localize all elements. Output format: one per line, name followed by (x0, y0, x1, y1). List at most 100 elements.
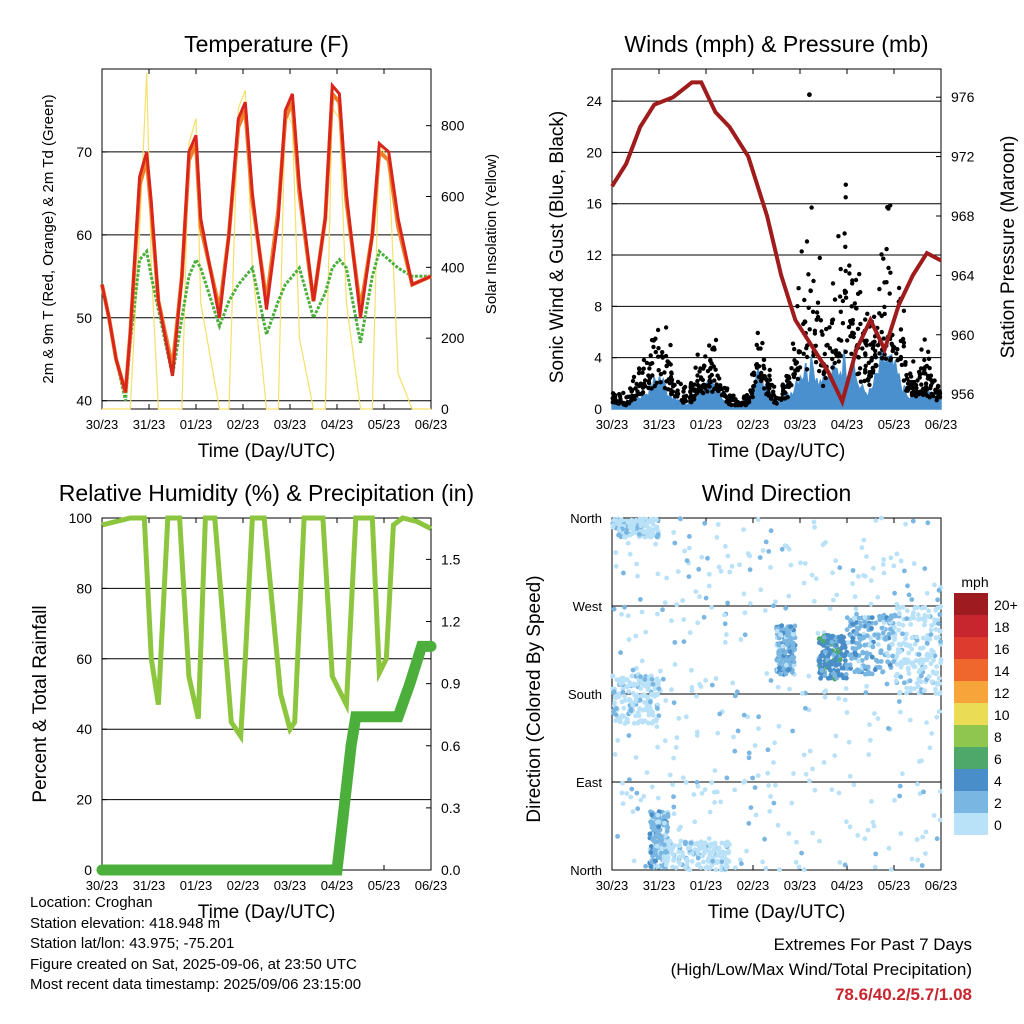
direction-point (694, 729, 700, 735)
direction-point (613, 718, 619, 724)
gust-point (849, 321, 854, 326)
direction-point (927, 745, 933, 751)
direction-x-tick-label: 06/23 (925, 878, 958, 893)
humidity-x-tick-label: 03/23 (274, 878, 307, 893)
direction-point (686, 545, 692, 551)
direction-point (847, 662, 853, 668)
direction-point (865, 827, 871, 833)
gust-point (804, 367, 810, 372)
direction-point (898, 558, 904, 564)
winds-left-y-tick-label: 16 (586, 196, 602, 212)
direction-point (881, 557, 886, 562)
direction-point (617, 718, 623, 724)
direction-point (708, 844, 713, 849)
gust-point (845, 338, 850, 343)
direction-point (853, 631, 859, 637)
temperature-2m-line (100, 81, 432, 393)
direction-point (872, 667, 878, 673)
direction-x-axis-label: Time (Day/UTC) (708, 902, 846, 923)
direction-point (650, 837, 655, 842)
gust-point (867, 370, 872, 375)
direction-point (638, 674, 643, 680)
gust-point (631, 374, 637, 380)
direction-point (684, 857, 689, 863)
direction-point (789, 640, 795, 646)
gust-point (612, 392, 617, 398)
direction-point (932, 621, 938, 626)
direction-point (630, 531, 635, 536)
direction-point (785, 638, 790, 644)
gust-point (624, 395, 629, 400)
direction-point (641, 682, 647, 688)
gust-point (891, 346, 896, 352)
direction-point (912, 686, 917, 691)
winds-x-tick-label: 06/23 (925, 417, 958, 432)
direction-point (762, 608, 768, 613)
direction-point (927, 636, 933, 642)
direction-point (771, 800, 777, 806)
direction-point (654, 819, 660, 825)
gust-point (855, 371, 860, 377)
direction-point (931, 813, 937, 818)
direction-point (717, 711, 723, 717)
humidity-x-axis-label: Time (Day/UTC) (198, 902, 336, 923)
direction-point (709, 605, 714, 610)
direction-point (931, 657, 936, 663)
direction-point (847, 824, 853, 830)
gust-point (804, 346, 809, 351)
gust-point (888, 203, 893, 208)
direction-point (758, 587, 764, 593)
direction-point (768, 528, 774, 534)
humidity-right-y-tick-label: 0.0 (441, 862, 461, 878)
direction-point (768, 678, 774, 683)
gust-point (847, 263, 852, 268)
gust-point (908, 371, 913, 376)
direction-point (844, 819, 849, 825)
gust-point (675, 394, 680, 399)
temperature-y2-axis-label: Solar Insolation (Yellow) (483, 154, 500, 314)
direction-point (936, 621, 941, 626)
direction-point (856, 641, 862, 647)
direction-point (727, 842, 732, 847)
legend-swatch (954, 813, 988, 835)
extremes-values: 78.6/40.2/5.7/1.08 (834, 985, 972, 1004)
direction-point (881, 570, 887, 576)
direction-point (905, 665, 911, 671)
direction-point (641, 794, 647, 799)
direction-point (880, 562, 886, 567)
direction-point (638, 597, 643, 602)
direction-point (665, 825, 671, 830)
direction-point (774, 657, 780, 663)
gust-point (693, 365, 698, 370)
direction-point (689, 688, 695, 694)
gust-point (780, 388, 786, 394)
gust-point (762, 386, 767, 391)
gust-point (836, 234, 841, 239)
direction-point (645, 680, 651, 686)
gust-point (843, 244, 848, 249)
direction-point (821, 760, 827, 765)
direction-point (676, 849, 682, 855)
direction-point (933, 686, 938, 692)
direction-point (732, 787, 738, 793)
direction-point (724, 861, 729, 867)
direction-point (699, 790, 705, 796)
direction-point (868, 601, 874, 607)
direction-point (612, 700, 617, 706)
gust-point (708, 357, 713, 363)
gust-point (762, 374, 767, 379)
winds-x-tick-label: 02/23 (737, 417, 770, 432)
gust-point (847, 271, 852, 276)
direction-point (842, 862, 848, 868)
gust-point (884, 280, 889, 285)
gust-point (851, 334, 856, 340)
direction-point (860, 649, 866, 655)
gust-point (646, 373, 651, 378)
gust-point (681, 386, 687, 391)
extremes-box: Extremes For Past 7 Days (High/Low/Max W… (671, 932, 972, 1007)
direction-point (662, 600, 668, 605)
gust-point (713, 386, 719, 391)
direction-point (919, 657, 925, 662)
direction-point (905, 660, 911, 665)
direction-point (615, 738, 621, 743)
